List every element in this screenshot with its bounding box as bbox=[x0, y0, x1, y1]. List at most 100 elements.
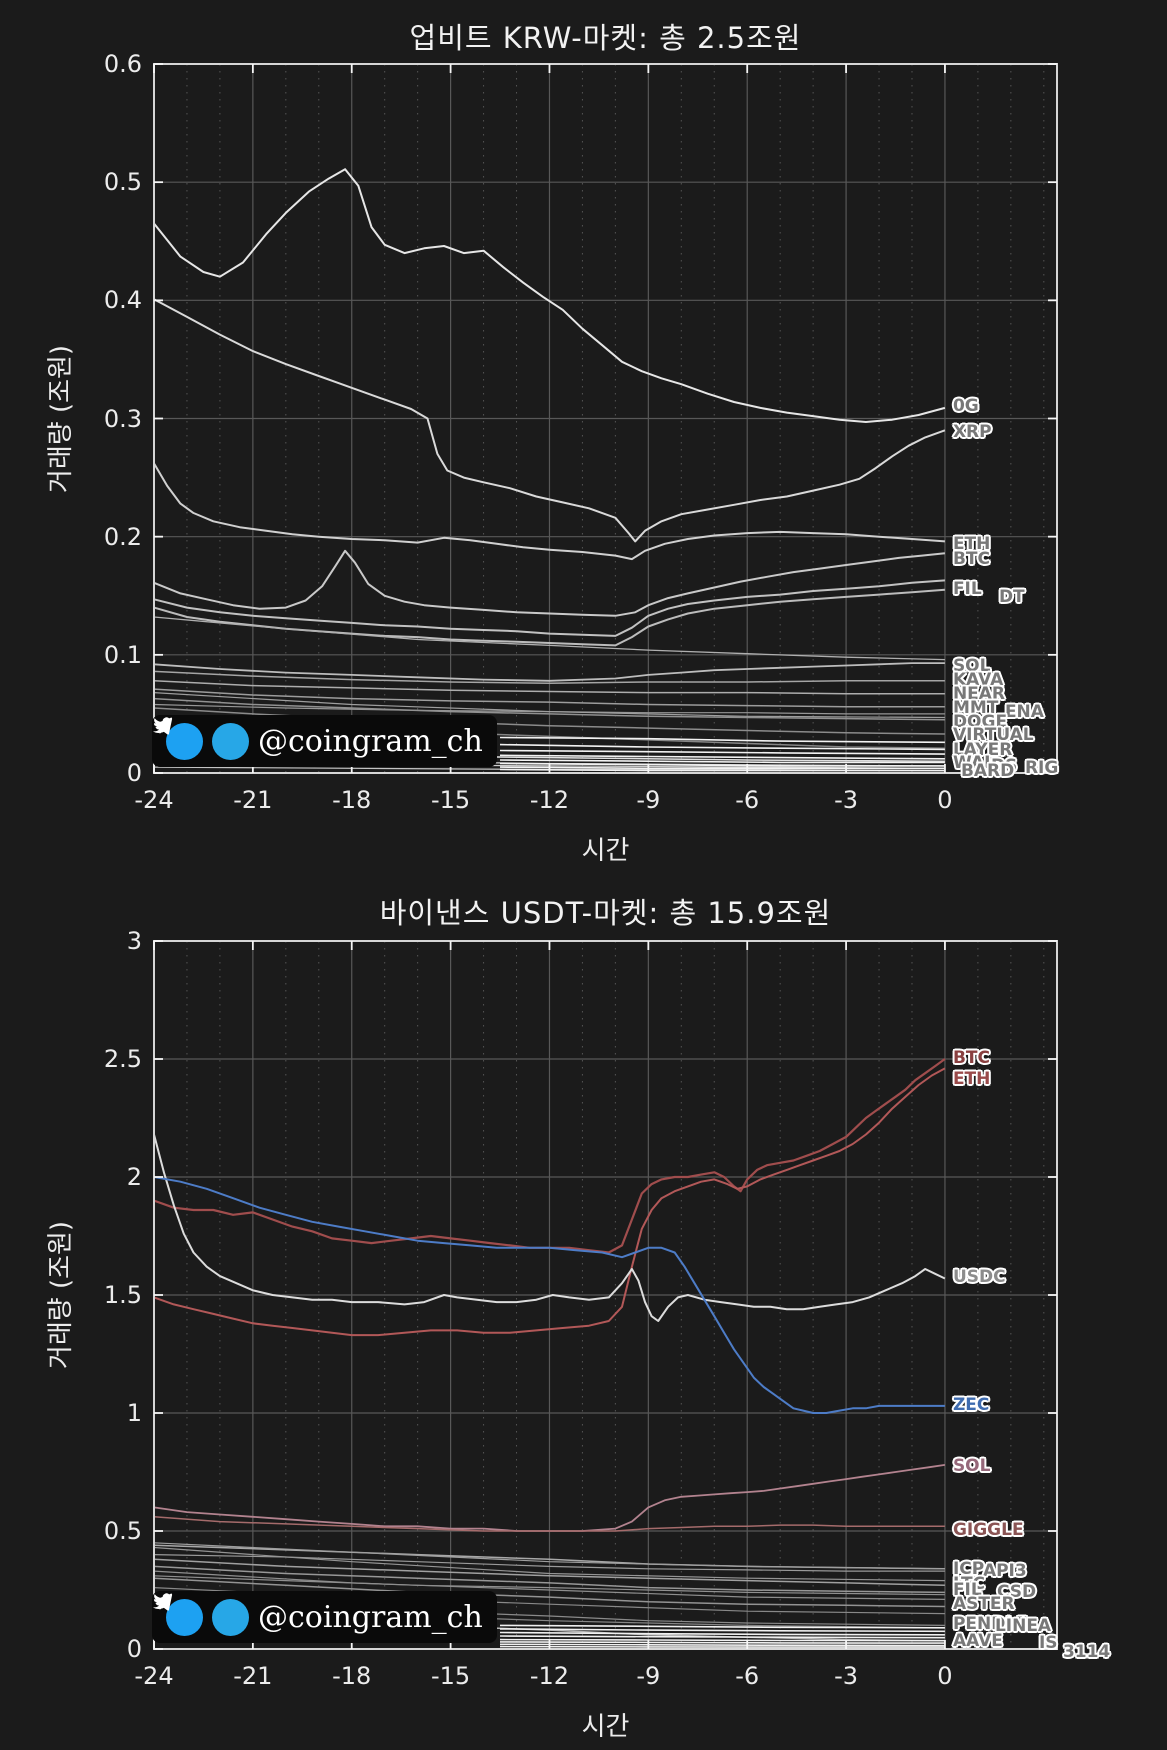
series-line-FIL bbox=[153, 1565, 945, 1594]
y-tick-label: 2.5 bbox=[103, 1045, 142, 1073]
series-line-USDC bbox=[153, 1134, 946, 1322]
y-axis-label: 거래량 (조원) bbox=[46, 344, 76, 493]
series-line bbox=[153, 616, 945, 661]
series-line bbox=[499, 1641, 945, 1644]
series-line bbox=[499, 768, 945, 772]
x-tick-label: -6 bbox=[735, 786, 760, 814]
series-label-IS: IS bbox=[1038, 1633, 1058, 1654]
series-line-BTC bbox=[153, 1058, 946, 1254]
series-line-DOGE bbox=[153, 697, 945, 721]
x-axis-label: 시간 bbox=[581, 1712, 630, 1742]
series-line bbox=[499, 736, 945, 744]
y-tick-label: 2 bbox=[126, 1163, 142, 1191]
series-line bbox=[499, 1638, 945, 1642]
x-tick-label: -3 bbox=[834, 1662, 859, 1690]
series-label-PENDLE: PENDLE bbox=[952, 1614, 1028, 1635]
y-tick-label: 1 bbox=[126, 1399, 142, 1427]
series-line-DS bbox=[153, 758, 945, 767]
x-tick-label: -3 bbox=[834, 786, 859, 814]
x-tick-label: -15 bbox=[430, 786, 471, 814]
series-line bbox=[499, 759, 945, 764]
series-label-RIG: RIG bbox=[1024, 757, 1059, 778]
series-label-BARD: BARD bbox=[960, 761, 1015, 782]
series-line-BTC bbox=[153, 549, 946, 617]
series-label-KAVA: KAVA bbox=[952, 669, 1004, 690]
series-label-FIL: FIL bbox=[952, 1580, 982, 1601]
chart-title: 업비트 KRW-마켓: 총 2.5조원 bbox=[409, 21, 802, 55]
series-label-ETH: ETH bbox=[952, 533, 991, 554]
series-line bbox=[499, 1645, 945, 1648]
series-label-VIRTUAL: VIRTUAL bbox=[952, 725, 1034, 746]
series-line bbox=[153, 1587, 945, 1615]
series-label-3114: 3114 bbox=[1062, 1641, 1111, 1662]
series-label-WAL: WAL bbox=[952, 752, 995, 773]
y-tick-label: 0.5 bbox=[103, 1517, 142, 1545]
x-axis-label: 시간 bbox=[581, 836, 630, 866]
series-label-MMT: MMT bbox=[952, 698, 999, 719]
series-label-SOL: SOL bbox=[952, 1456, 991, 1477]
x-tick-label: -18 bbox=[332, 1662, 372, 1690]
y-tick-label: 0 bbox=[126, 1635, 142, 1663]
series-line bbox=[499, 1631, 945, 1636]
series-line bbox=[499, 1643, 945, 1647]
series-line bbox=[499, 1628, 945, 1633]
series-line bbox=[153, 1570, 945, 1600]
series-label-NEAR: NEAR bbox=[952, 684, 1006, 704]
series-label-0G: 0G bbox=[952, 395, 979, 416]
series-line bbox=[499, 1635, 945, 1639]
series-label-BTC: BTC bbox=[952, 1048, 990, 1068]
chart-title: 바이낸스 USDT-마켓: 총 15.9조원 bbox=[379, 896, 832, 930]
y-tick-label: 0.2 bbox=[103, 522, 142, 551]
series-line bbox=[499, 766, 945, 770]
series-label-ETH: ETH bbox=[952, 1069, 991, 1090]
telegram-icon bbox=[154, 1593, 249, 1636]
series-label-ENA: ENA bbox=[1004, 701, 1044, 722]
series-label-DT: DT bbox=[998, 587, 1025, 608]
series-line-ETH bbox=[153, 462, 945, 561]
watermark-handle: @coingram_ch bbox=[258, 1599, 483, 1635]
series-line-RIG bbox=[153, 762, 945, 769]
series-line-LINEA bbox=[153, 1603, 945, 1629]
series-line-ASTER bbox=[153, 1577, 945, 1608]
series-line-SOL bbox=[153, 1464, 946, 1532]
series-line-FIL bbox=[153, 579, 945, 637]
series-line-MMT bbox=[153, 688, 945, 708]
series-line-NEAR bbox=[153, 680, 945, 695]
series-label-ZEC: ZEC bbox=[952, 1394, 990, 1415]
x-tick-label: -6 bbox=[735, 1662, 760, 1690]
series-line-API3 bbox=[153, 1554, 945, 1572]
series-line-ENA bbox=[153, 703, 945, 715]
x-tick-label: -9 bbox=[636, 786, 661, 814]
x-tick-label: -24 bbox=[134, 1662, 174, 1690]
x-tick-label: -12 bbox=[529, 1662, 570, 1690]
series-label-LINEA: LINEA bbox=[994, 1616, 1052, 1637]
y-axis-label: 거래량 (조원) bbox=[46, 1220, 76, 1370]
series-label-DS: DS bbox=[990, 756, 1018, 777]
series-line-ETH bbox=[153, 1067, 946, 1337]
series-line-SOL bbox=[153, 662, 945, 682]
y-tick-label: 0.1 bbox=[103, 640, 142, 669]
y-tick-label: 3 bbox=[126, 927, 142, 955]
series-label-ICP: ICP bbox=[952, 1558, 985, 1579]
series-label-BTC: BTC bbox=[952, 549, 990, 570]
x-tick-label: -21 bbox=[233, 1662, 273, 1690]
x-tick-label: -9 bbox=[636, 1662, 661, 1690]
x-tick-label: 0 bbox=[937, 1662, 953, 1690]
series-line-0G bbox=[153, 168, 946, 423]
series-line bbox=[499, 762, 945, 767]
series-label-LAYER: LAYER bbox=[952, 739, 1013, 760]
series-label-USDC: USDC bbox=[952, 1267, 1006, 1288]
series-line-KAVA bbox=[153, 670, 945, 684]
series-line-LTC bbox=[153, 1558, 945, 1587]
y-tick-label: 0.6 bbox=[103, 50, 142, 78]
series-line-AAVE bbox=[153, 1612, 945, 1642]
series-label-AAVE: AAVE bbox=[952, 1630, 1003, 1651]
series-line bbox=[153, 692, 945, 719]
series-label-SOL: SOL bbox=[952, 655, 991, 676]
series-label-XRP: XRP bbox=[952, 421, 992, 442]
x-tick-label: -12 bbox=[529, 786, 570, 814]
y-tick-label: 0 bbox=[126, 759, 142, 787]
